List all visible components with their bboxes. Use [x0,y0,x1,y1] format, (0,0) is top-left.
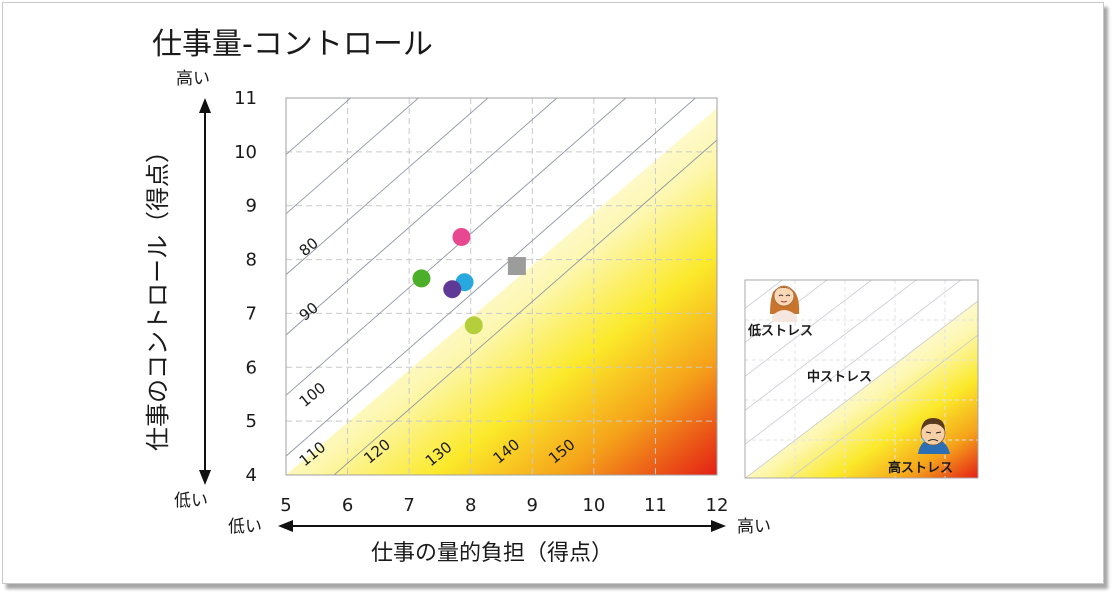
x-arrow-left-icon [278,520,293,532]
contour-line [286,98,352,156]
x-tick-label: 10 [582,495,605,516]
data-point [443,280,462,299]
y-arrow-up-icon [199,98,211,113]
x-tick-label: 9 [527,495,538,516]
contour-line [286,98,420,215]
x-arrow-right-icon [711,520,726,532]
x-tick-label: 8 [465,495,476,516]
stress-gradient [286,108,717,475]
x-tick-label: 6 [342,495,353,516]
legend-contour-line [789,334,978,478]
x-tick-label: 12 [706,495,729,516]
contour-line [333,139,717,475]
y-axis-label: 仕事のコントロール（得点） [144,139,172,451]
high-stress-label: 高ストレス [888,460,953,476]
data-point-square [507,257,526,276]
y-tick-label: 10 [234,142,257,163]
stressed-face-icon [918,418,950,454]
data-point [452,227,471,246]
contour-lines [286,98,717,475]
stress-legend: 低ストレス 中ストレス 高ストレス [685,12,1045,479]
legend-contour-line [745,280,917,411]
contour-line [286,98,627,396]
y-tick-label: 9 [246,196,257,217]
legend-contour-line [745,280,962,445]
y-arrow-down-icon [199,470,211,485]
y-tick-label: 7 [246,303,257,324]
y-tick-label: 6 [246,357,257,378]
contour-line [286,98,489,276]
relaxed-face-icon [770,285,800,322]
data-point [412,269,431,288]
y-low-label: 低い [174,491,208,511]
legend-contour-line [745,300,978,478]
legend-contour-line [745,280,873,377]
x-tick-labels: 5 6 7 8 9 10 11 12 [280,495,728,516]
x-tick-label: 11 [644,495,667,516]
y-tick-label: 4 [246,465,257,486]
legend-contour-line [685,12,1045,286]
y-high-label: 高い [176,69,210,89]
data-points [412,227,526,335]
mid-stress-label: 中ストレス [807,369,872,385]
x-high-label: 高い [737,517,771,537]
low-stress-label: 低ストレス [747,323,813,339]
x-tick-label: 5 [280,495,291,516]
x-tick-label: 7 [403,495,414,516]
y-tick-label: 11 [234,88,257,109]
x-low-label: 低い [228,517,262,537]
contour-line [286,98,558,336]
y-tick-labels: 4 5 6 7 8 9 10 11 [234,88,257,486]
grid [286,98,717,475]
legend-contour-line [685,46,1045,320]
y-tick-label: 5 [246,411,257,432]
contour-line [286,98,697,457]
chart-title: 仕事量-コントロール [152,27,433,62]
data-point [464,316,483,335]
y-tick-label: 8 [246,250,257,271]
x-axis-label: 仕事の量的負担（得点） [371,541,613,566]
plot-border [285,97,718,476]
